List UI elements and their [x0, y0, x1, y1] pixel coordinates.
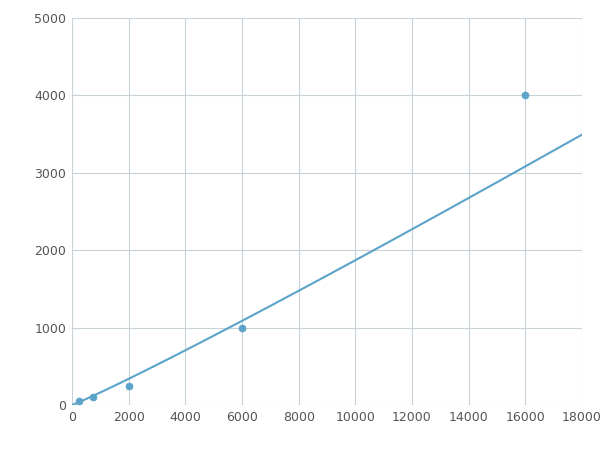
Point	[521, 92, 530, 99]
Point	[74, 397, 84, 405]
Point	[237, 324, 247, 331]
Point	[124, 382, 133, 389]
Point	[88, 394, 98, 401]
